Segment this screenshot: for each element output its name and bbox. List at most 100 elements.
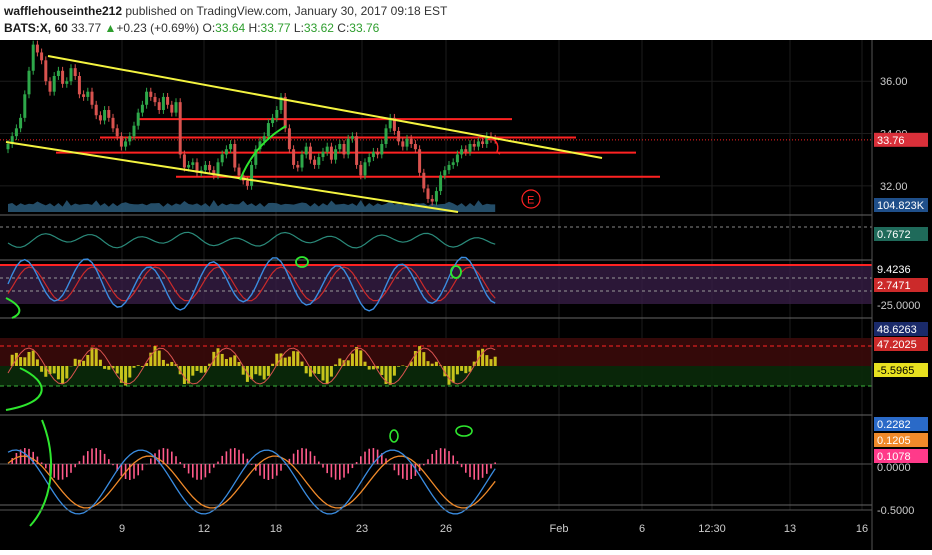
candle-body: [347, 139, 350, 155]
macd-hist-bar: [263, 464, 265, 479]
momentum-bar: [460, 366, 463, 371]
macd-hist-bar: [335, 464, 337, 480]
stoch-badge-c: -25.0000: [877, 300, 920, 312]
candle-body: [107, 110, 110, 118]
x-tick-label: Feb: [550, 523, 569, 535]
momentum-bar: [330, 366, 333, 377]
momentum-bar: [86, 355, 89, 366]
candle-body: [443, 170, 446, 175]
momentum-bar: [326, 366, 329, 384]
candle-body: [359, 165, 362, 175]
momentum-bar: [91, 348, 94, 366]
macd-hist-bar: [356, 462, 358, 464]
momentum-bar: [40, 366, 43, 372]
candle-body: [23, 94, 26, 118]
candle-body: [355, 136, 358, 165]
momentum-bar: [137, 365, 140, 366]
momentum-bar: [116, 366, 119, 373]
macd-hist-bar: [478, 464, 480, 480]
macd-hist-bar: [339, 464, 341, 480]
candle-body: [368, 157, 371, 162]
candle-body: [149, 92, 152, 97]
candle-body: [317, 157, 320, 165]
macd-hist-bar: [66, 464, 68, 477]
macd-hist-bar: [461, 464, 463, 467]
candle-body: [305, 147, 308, 155]
momentum-bar: [464, 366, 467, 373]
macd-hist-bar: [213, 464, 215, 468]
green-circle: [456, 426, 472, 436]
macd-hist-bar: [142, 464, 144, 470]
momentum-bar: [162, 360, 165, 366]
candle-body: [414, 144, 417, 149]
macd-hist-bar: [368, 449, 370, 464]
macd-hist-bar: [238, 450, 240, 464]
macd-hist-bar: [137, 464, 139, 475]
candle-body: [326, 147, 329, 152]
candle-body: [40, 52, 43, 60]
momentum-bar: [53, 366, 56, 373]
candle-body: [313, 160, 316, 165]
candle-body: [187, 165, 190, 168]
macd-hist-bar: [184, 464, 186, 468]
candle-body: [221, 154, 224, 162]
candle-body: [61, 71, 64, 84]
momentum-bar: [263, 366, 266, 379]
momentum-bar: [435, 362, 438, 366]
macd-hist-bar: [469, 464, 471, 477]
stoch-badge-b: 2.7471: [877, 280, 911, 292]
macd-hist-bar: [482, 464, 484, 478]
candle-body: [448, 165, 451, 170]
candle-body: [175, 102, 178, 112]
candle-body: [469, 144, 472, 152]
momentum-bar: [23, 357, 26, 366]
candle-body: [145, 92, 148, 105]
macd-hist-bar: [310, 451, 312, 464]
momentum-bar: [200, 366, 203, 373]
momentum-bar: [170, 362, 173, 366]
candle-body: [431, 199, 434, 202]
momentum-bar: [238, 362, 241, 366]
macd-hist-bar: [242, 454, 244, 464]
macd-hist-bar: [192, 464, 194, 478]
macd-hist-bar: [280, 464, 282, 471]
candle-body: [401, 141, 404, 146]
macd-hist-bar: [402, 464, 404, 479]
momentum-bar: [422, 352, 425, 366]
y-tick-label: 32.00: [880, 181, 908, 193]
macd-hist-bar: [259, 464, 261, 476]
high-value: 33.77: [261, 21, 291, 35]
momentum-panel: [0, 338, 872, 386]
macd-hist-bar: [53, 464, 55, 478]
momentum-bar: [217, 348, 220, 366]
momentum-bar: [36, 359, 39, 366]
candle-body: [309, 147, 312, 160]
high-label: H:: [249, 21, 261, 35]
candle-body: [78, 76, 81, 94]
momentum-bar: [183, 366, 186, 384]
macd-hist-bar: [398, 464, 400, 475]
macd-hist-bar: [100, 450, 102, 464]
candle-body: [330, 147, 333, 160]
candle-body: [112, 118, 115, 128]
macd-panel: [0, 448, 872, 514]
momentum-bar: [61, 366, 64, 384]
candle-body: [162, 97, 165, 110]
candle-body: [183, 154, 186, 167]
macd-hist-bar: [331, 464, 333, 477]
candle-body: [204, 165, 207, 170]
macd-hist-bar: [452, 455, 454, 464]
macd-hist-bar: [268, 464, 270, 480]
momentum-bar: [317, 366, 320, 374]
macd-zero-label: 0.0000: [877, 462, 911, 474]
candle-body: [477, 141, 480, 146]
macd-hist-bar: [406, 464, 408, 480]
candle-body: [49, 81, 52, 91]
candle-body: [351, 136, 354, 139]
momentum-bar: [397, 366, 400, 367]
candle-body: [124, 141, 127, 146]
author-name[interactable]: wafflehouseinthe212: [4, 4, 122, 18]
macd-hist-bar: [431, 454, 433, 464]
